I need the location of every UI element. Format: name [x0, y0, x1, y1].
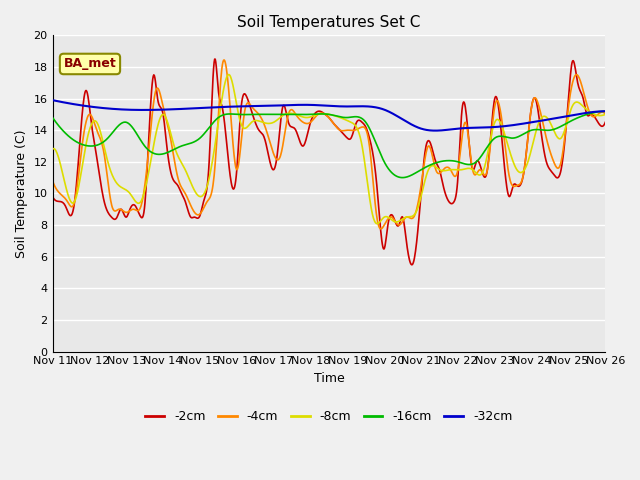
Line: -2cm: -2cm: [52, 59, 605, 265]
-4cm: [273, 156, 280, 162]
-4cm: [220, 57, 228, 63]
-4cm: [105, 187, 113, 192]
-2cm: [408, 262, 415, 268]
-2cm: [49, 194, 56, 200]
-4cm: [491, 104, 499, 110]
-2cm: [429, 150, 437, 156]
-2cm: [273, 156, 280, 162]
-8cm: [225, 72, 232, 77]
-32cm: [490, 124, 498, 130]
Line: -16cm: -16cm: [52, 111, 605, 178]
-16cm: [399, 175, 406, 180]
-8cm: [491, 120, 499, 125]
Title: Soil Temperatures Set C: Soil Temperatures Set C: [237, 15, 420, 30]
-16cm: [105, 134, 113, 140]
Legend: -2cm, -4cm, -8cm, -16cm, -32cm: -2cm, -4cm, -8cm, -16cm, -32cm: [140, 405, 518, 428]
-32cm: [480, 125, 488, 131]
-4cm: [377, 226, 385, 232]
-32cm: [602, 108, 609, 114]
-8cm: [273, 118, 280, 123]
-8cm: [374, 221, 381, 227]
-32cm: [431, 128, 439, 133]
Line: -32cm: -32cm: [52, 100, 605, 131]
-4cm: [429, 156, 437, 162]
Y-axis label: Soil Temperature (C): Soil Temperature (C): [15, 129, 28, 258]
-16cm: [292, 111, 300, 117]
-2cm: [105, 211, 113, 217]
-2cm: [602, 120, 609, 125]
-2cm: [491, 96, 499, 102]
-32cm: [49, 97, 56, 103]
-8cm: [481, 164, 488, 169]
-4cm: [292, 113, 300, 119]
-2cm: [211, 56, 218, 62]
-8cm: [429, 163, 437, 168]
-2cm: [292, 129, 300, 135]
-8cm: [602, 111, 609, 117]
-32cm: [292, 102, 300, 108]
-16cm: [49, 115, 56, 120]
-4cm: [602, 111, 609, 117]
-32cm: [428, 128, 436, 133]
-16cm: [490, 136, 498, 142]
-32cm: [105, 106, 113, 111]
-8cm: [49, 146, 56, 152]
-16cm: [480, 149, 488, 155]
-16cm: [272, 111, 280, 117]
-2cm: [481, 174, 488, 180]
Text: BA_met: BA_met: [63, 58, 116, 71]
Line: -8cm: -8cm: [52, 74, 605, 224]
-4cm: [481, 172, 488, 178]
-16cm: [429, 161, 436, 167]
-4cm: [49, 178, 56, 184]
Line: -4cm: -4cm: [52, 60, 605, 229]
-8cm: [292, 112, 300, 118]
X-axis label: Time: Time: [314, 372, 344, 385]
-32cm: [272, 103, 280, 108]
-8cm: [105, 163, 113, 169]
-16cm: [602, 108, 609, 114]
